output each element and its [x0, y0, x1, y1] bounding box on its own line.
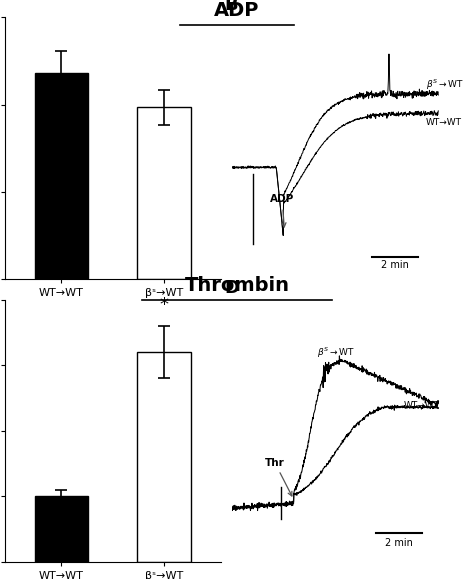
- Text: ADP: ADP: [214, 1, 260, 20]
- Text: Thr: Thr: [265, 457, 292, 496]
- Bar: [35, 72, 88, 279]
- Text: $\beta^S$$\to$WT: $\beta^S$$\to$WT: [317, 345, 355, 360]
- Text: D: D: [225, 279, 240, 297]
- Text: $\beta^S$$\to$WT: $\beta^S$$\to$WT: [426, 77, 464, 91]
- Text: *: *: [160, 296, 169, 314]
- Text: 2 min: 2 min: [385, 538, 413, 548]
- Text: Thrombin: Thrombin: [184, 276, 290, 295]
- Text: WT→WT: WT→WT: [403, 401, 439, 410]
- Bar: [35, 496, 88, 562]
- Text: 2 min: 2 min: [381, 259, 409, 270]
- Text: ADP: ADP: [270, 195, 294, 227]
- Bar: [137, 108, 191, 279]
- Text: WT→WT: WT→WT: [426, 118, 462, 127]
- Text: B: B: [225, 0, 238, 14]
- Bar: [137, 352, 191, 562]
